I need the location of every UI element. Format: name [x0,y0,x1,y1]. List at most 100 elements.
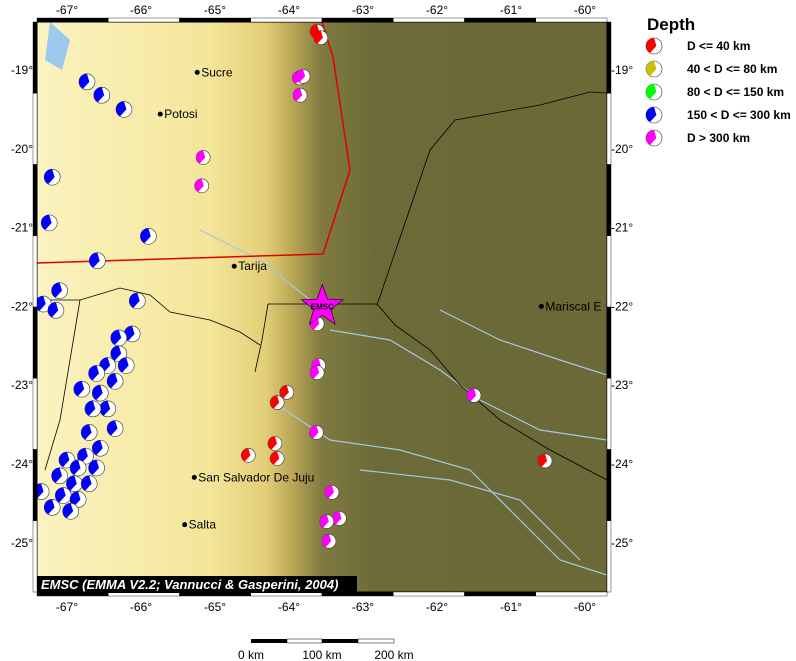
lon-tick-label: -63° [352,3,374,17]
earthquake-marker [51,282,68,299]
city-label: Sucre [201,65,233,79]
legend-item-label: D <= 40 km [687,39,750,53]
earthquake-marker [73,380,91,398]
lat-tick-label: -24° [11,457,33,471]
earthquake-marker [40,214,58,232]
earthquake-marker [537,453,553,469]
axis-ticks: -67° -67° -66° -66° -65° -65° -64° -64° -63° -63°… [11,3,634,614]
city-label: San Salvador De Juju [198,470,314,484]
city-dot [538,303,544,309]
province-border [37,22,351,264]
country-borders [37,91,607,481]
earthquake-marker [267,436,283,451]
earthquake-marker [309,365,325,380]
earthquake-marker [69,459,87,477]
lon-tick-label: -64° [278,600,300,614]
lat-tick-label: -23° [611,378,633,392]
lat-tick-label: -20° [11,142,33,156]
earthquake-marker [332,511,347,526]
city-label: Mariscal E [545,299,601,313]
earthquake-marker [47,302,65,319]
lat-tick-label: -24° [611,457,633,471]
scale-label-200: 200 km [374,648,413,661]
lon-tick-label: -62° [426,3,448,17]
cities: Sucre Potosi Tarija Mariscal E San Salvador … [157,65,601,532]
lat-tick-label: -21° [611,221,633,235]
earthquake-marker [309,425,324,440]
city-dot [231,263,237,269]
city-dot [157,111,163,117]
earthquake-marker [269,395,285,410]
lon-tick-label: -61° [500,600,522,614]
earthquake-marker [62,502,79,520]
lon-tick-label: -60° [574,3,596,17]
scale-label-0: 0 km [238,648,264,661]
earthquake-marker [84,400,102,418]
lon-tick-label: -61° [500,3,522,17]
lat-tick-label: -25° [611,536,633,550]
lon-tick-label: -65° [204,3,226,17]
lat-tick-label: -25° [11,536,33,550]
earthquake-marker [89,252,106,269]
credit-text: EMSC (EMMA V2.2; Vannucci & Gasperini, 2… [41,577,338,592]
city-dot [194,69,200,75]
lat-tick-label: -21° [11,221,33,235]
legend-item-label: 150 < D <= 300 km [687,108,791,122]
earthquake-marker [115,101,133,118]
earthquake-marker [69,491,87,508]
star-icon [300,283,345,325]
city-dot [191,474,197,480]
salt-lake [45,22,70,70]
legend-beachball-icon [645,129,663,147]
earthquake-marker [117,357,135,374]
earthquake-marker [140,227,157,245]
city-dot [182,522,188,528]
epicenter-star[interactable]: EMSC [300,283,345,325]
lat-tick-label: -19° [11,63,33,77]
lon-tick-label: -62° [426,600,448,614]
earthquake-marker [93,86,111,104]
credit-box [37,576,357,593]
earthquake-marker [80,424,98,441]
earthquake-marker [92,384,109,402]
scale-label-100: 100 km [302,648,341,661]
lon-tick-label: -64° [278,3,300,17]
lat-tick-label: -23° [11,378,33,392]
earthquake-marker [279,384,295,400]
lon-tick-label: -63° [352,600,374,614]
earthquake-marker [106,420,124,437]
city-label: Tarija [238,259,267,273]
earthquake-marker [37,483,50,500]
lon-tick-label: -67° [56,3,78,17]
lon-tick-label: -60° [574,600,596,614]
lon-tick-label: -66° [130,600,152,614]
earthquake-marker [313,30,329,45]
lat-tick-label: -22° [611,299,633,313]
legend-item-label: 40 < D <= 80 km [687,62,777,76]
epicenter-label: EMSC [311,302,334,311]
earthquake-marker [80,475,98,493]
legend-beachball-icon [645,83,663,101]
earthquake-marker [295,69,311,84]
scale-bar: 0 km 100 km 200 km [238,638,414,661]
earthquake-marker [110,329,128,347]
earthquake-marker [88,365,105,382]
earthquake-marker [269,451,285,466]
city-label: Salta [189,518,217,532]
earthquake-marker [43,168,61,186]
earthquake-marker [292,87,308,103]
lat-tick-label: -19° [611,63,633,77]
city-label: Potosi [164,107,197,121]
earthquake-marker [466,388,482,403]
earthquake-marker [66,475,83,493]
earthquake-marker [51,467,68,485]
legend-item-label: 80 < D <= 150 km [687,85,784,99]
legend-beachball-icon [645,106,663,124]
legend-beachball-icon [645,60,663,78]
earthquake-marker [195,150,211,165]
legend-item-label: D > 300 km [687,131,750,145]
earthquake-marker [319,514,335,529]
lon-tick-label: -66° [130,3,152,17]
legend-beachball-icon [645,37,663,55]
